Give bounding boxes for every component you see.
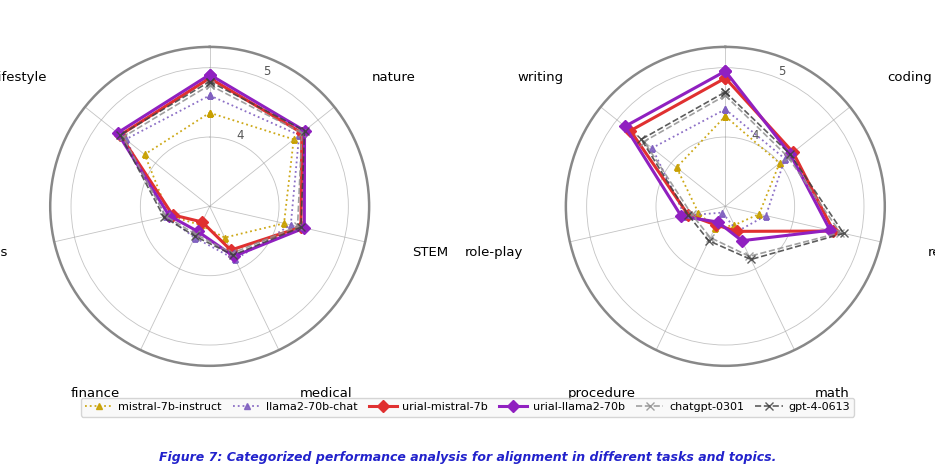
Text: reasoning: reasoning — [928, 246, 935, 259]
Text: lifestyle: lifestyle — [0, 71, 48, 83]
Text: math: math — [815, 386, 850, 400]
Text: nature: nature — [372, 71, 415, 83]
Text: medical: medical — [299, 386, 352, 400]
Text: STEM: STEM — [411, 246, 448, 259]
Text: role-play: role-play — [465, 246, 524, 259]
Text: humanities: humanities — [0, 246, 7, 259]
Text: finance: finance — [70, 386, 120, 400]
Text: coding: coding — [887, 71, 932, 83]
Legend: mistral-7b-instruct, llama2-70b-chat, urial-mistral-7b, urial-llama2-70b, chatgp: mistral-7b-instruct, llama2-70b-chat, ur… — [80, 398, 855, 416]
Text: writing: writing — [517, 71, 563, 83]
Text: Figure 7: Categorized performance analysis for alignment in different tasks and : Figure 7: Categorized performance analys… — [159, 451, 776, 464]
Text: procedure: procedure — [568, 386, 636, 400]
